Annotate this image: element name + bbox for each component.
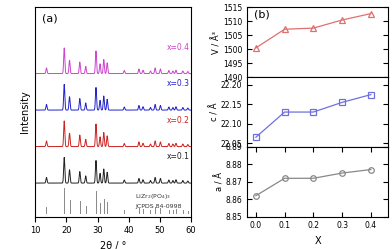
Y-axis label: V / Å³: V / Å³ — [212, 31, 221, 54]
X-axis label: 2θ / °: 2θ / ° — [100, 241, 126, 249]
Text: x=0.3: x=0.3 — [166, 79, 189, 88]
Y-axis label: Intensity: Intensity — [20, 91, 30, 133]
Text: x=0.4: x=0.4 — [166, 43, 189, 52]
Y-axis label: a / Å: a / Å — [215, 172, 224, 191]
X-axis label: X: X — [314, 236, 321, 246]
Y-axis label: c / Å: c / Å — [210, 103, 220, 121]
Text: LiZr$_2$(PO$_4$)$_3$: LiZr$_2$(PO$_4$)$_3$ — [135, 192, 171, 201]
Text: (a): (a) — [42, 14, 57, 24]
Text: (b): (b) — [254, 9, 270, 20]
Text: JCPDS 84-0998: JCPDS 84-0998 — [135, 204, 181, 209]
Text: x=0.1: x=0.1 — [167, 152, 189, 161]
Text: x=0.2: x=0.2 — [167, 116, 189, 125]
